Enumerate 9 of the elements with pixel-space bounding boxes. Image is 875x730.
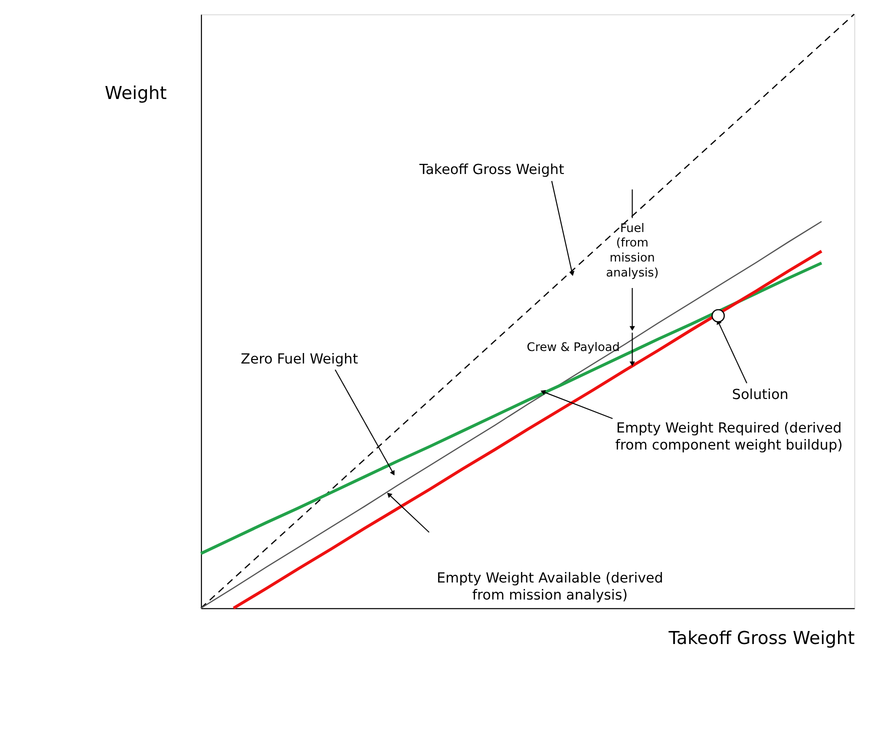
annotation: Takeoff Gross Weight [418,162,565,178]
y-axis-title: Weight [104,82,167,104]
annotation: Zero Fuel Weight [240,352,359,368]
annotation: Crew & Payload [526,340,620,354]
annotation: Empty Weight Available (derived from mission analysis) [436,570,664,604]
annotation: Solution [732,386,788,403]
x-axis-title: Takeoff Gross Weight [668,628,855,650]
annotation: Empty Weight Required (derived from component weight buildup) [615,420,843,454]
annotation: Fuel (from mission analysis) [606,220,659,280]
